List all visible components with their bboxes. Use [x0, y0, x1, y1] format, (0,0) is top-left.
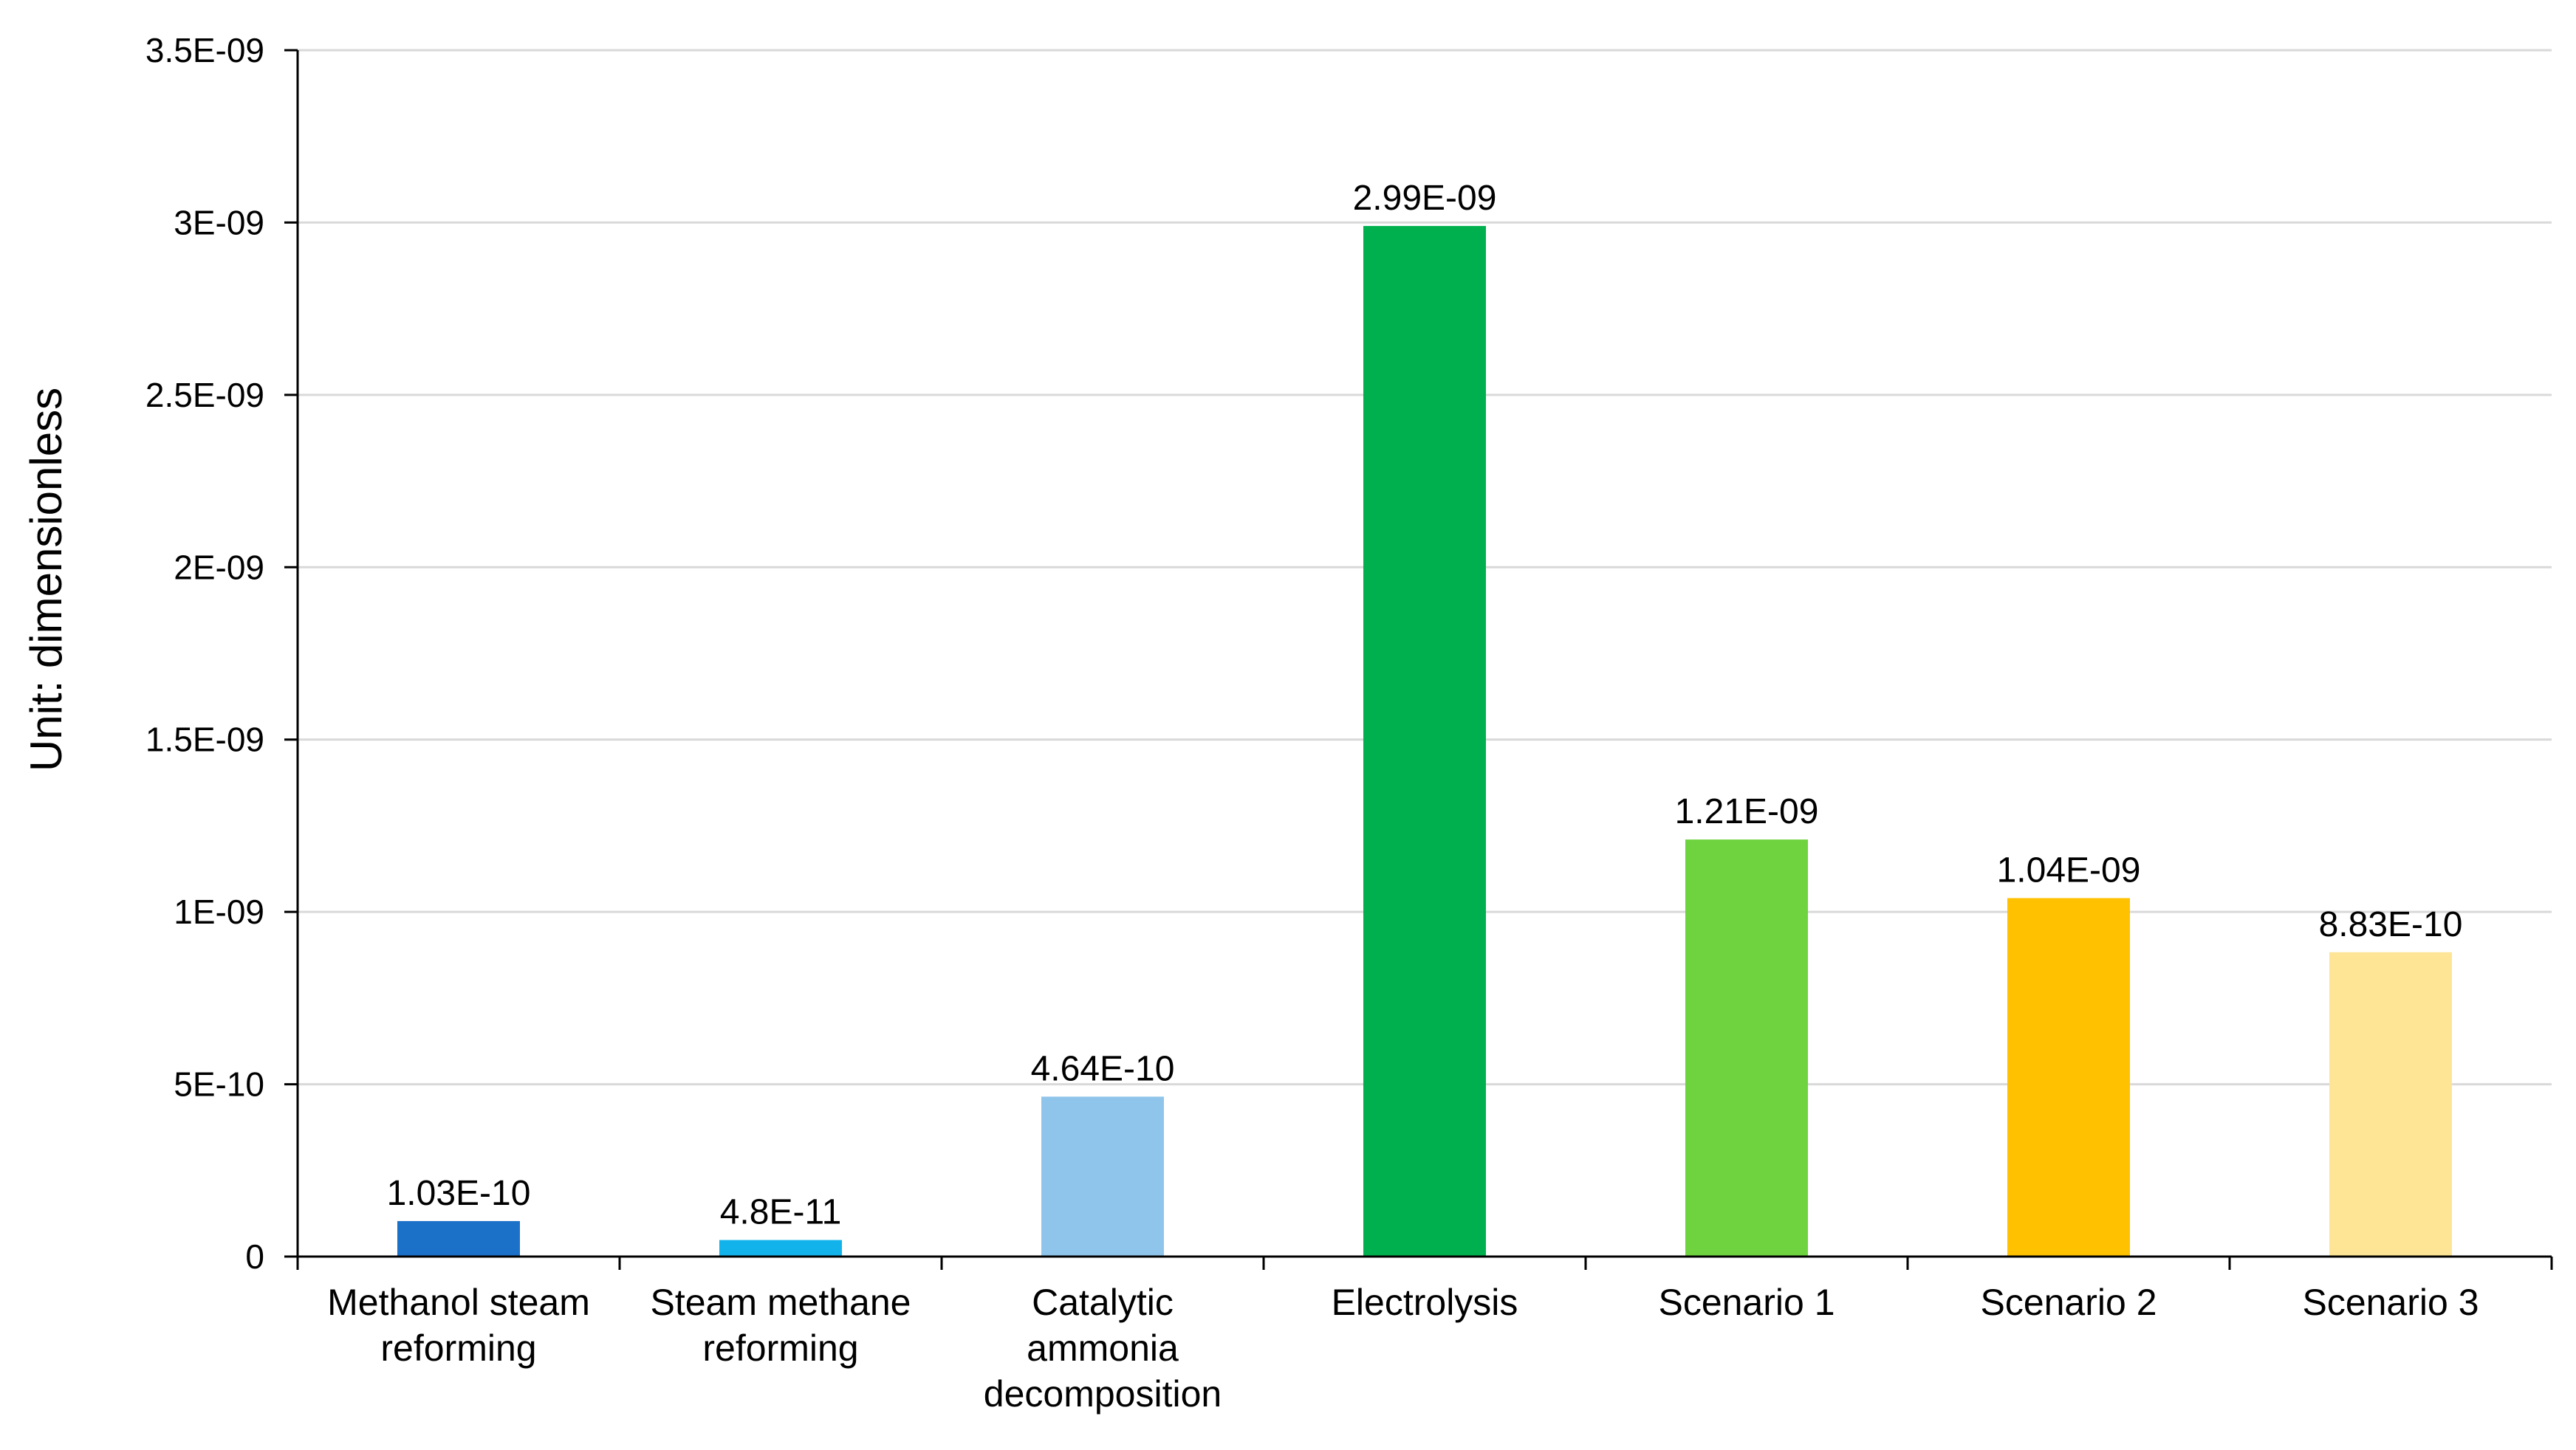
y-tick-label: 3.5E-09 — [145, 31, 264, 69]
data-label: 4.64E-10 — [1031, 1049, 1175, 1088]
data-label: 8.83E-10 — [2319, 905, 2463, 944]
y-tick-label: 1E-09 — [174, 893, 264, 931]
x-category-label: Catalytic ammonia decomposition — [984, 1282, 1222, 1415]
data-label: 1.03E-10 — [387, 1174, 531, 1213]
bars — [397, 226, 2452, 1257]
bar — [719, 1240, 842, 1257]
bar — [1041, 1096, 1164, 1257]
bar — [1363, 226, 1486, 1257]
x-category-label: Scenario 3 — [2302, 1282, 2479, 1323]
data-label: 1.21E-09 — [1675, 792, 1819, 831]
bar — [2007, 898, 2130, 1257]
x-category-label: Electrolysis — [1332, 1282, 1518, 1323]
x-category-labels: Methanol steam reforming Steam methane refo… — [327, 1282, 2479, 1415]
bar — [1685, 839, 1808, 1257]
data-label: 2.99E-09 — [1353, 179, 1497, 218]
data-label: 4.8E-11 — [720, 1193, 842, 1232]
bar — [397, 1220, 520, 1257]
y-tick-label: 5E-10 — [174, 1065, 264, 1104]
y-tick-label: 2E-09 — [174, 548, 264, 586]
axes — [284, 49, 2553, 1270]
y-tick-label: 2.5E-09 — [145, 376, 264, 414]
y-tick-label: 3E-09 — [174, 203, 264, 241]
y-tick-label: 1.5E-09 — [145, 721, 264, 759]
y-tick-labels: 0 5E-10 1E-09 1.5E-09 2E-09 2.5E-09 3E-09 3.5E-… — [145, 31, 264, 1276]
y-axis-title: Unit: dimensionless — [21, 388, 71, 772]
x-category-label: Steam methane reforming — [651, 1282, 911, 1369]
x-category-label: Methanol steam reforming — [327, 1282, 590, 1369]
data-label: 1.04E-09 — [1997, 851, 2141, 890]
y-tick-label: 0 — [245, 1237, 264, 1276]
bar — [2329, 952, 2452, 1257]
x-category-label: Scenario 1 — [1658, 1282, 1835, 1323]
x-category-label: Scenario 2 — [1980, 1282, 2157, 1323]
data-labels: 1.03E-10 4.8E-11 4.64E-10 2.99E-09 1.21E-09 1… — [387, 179, 2463, 1231]
